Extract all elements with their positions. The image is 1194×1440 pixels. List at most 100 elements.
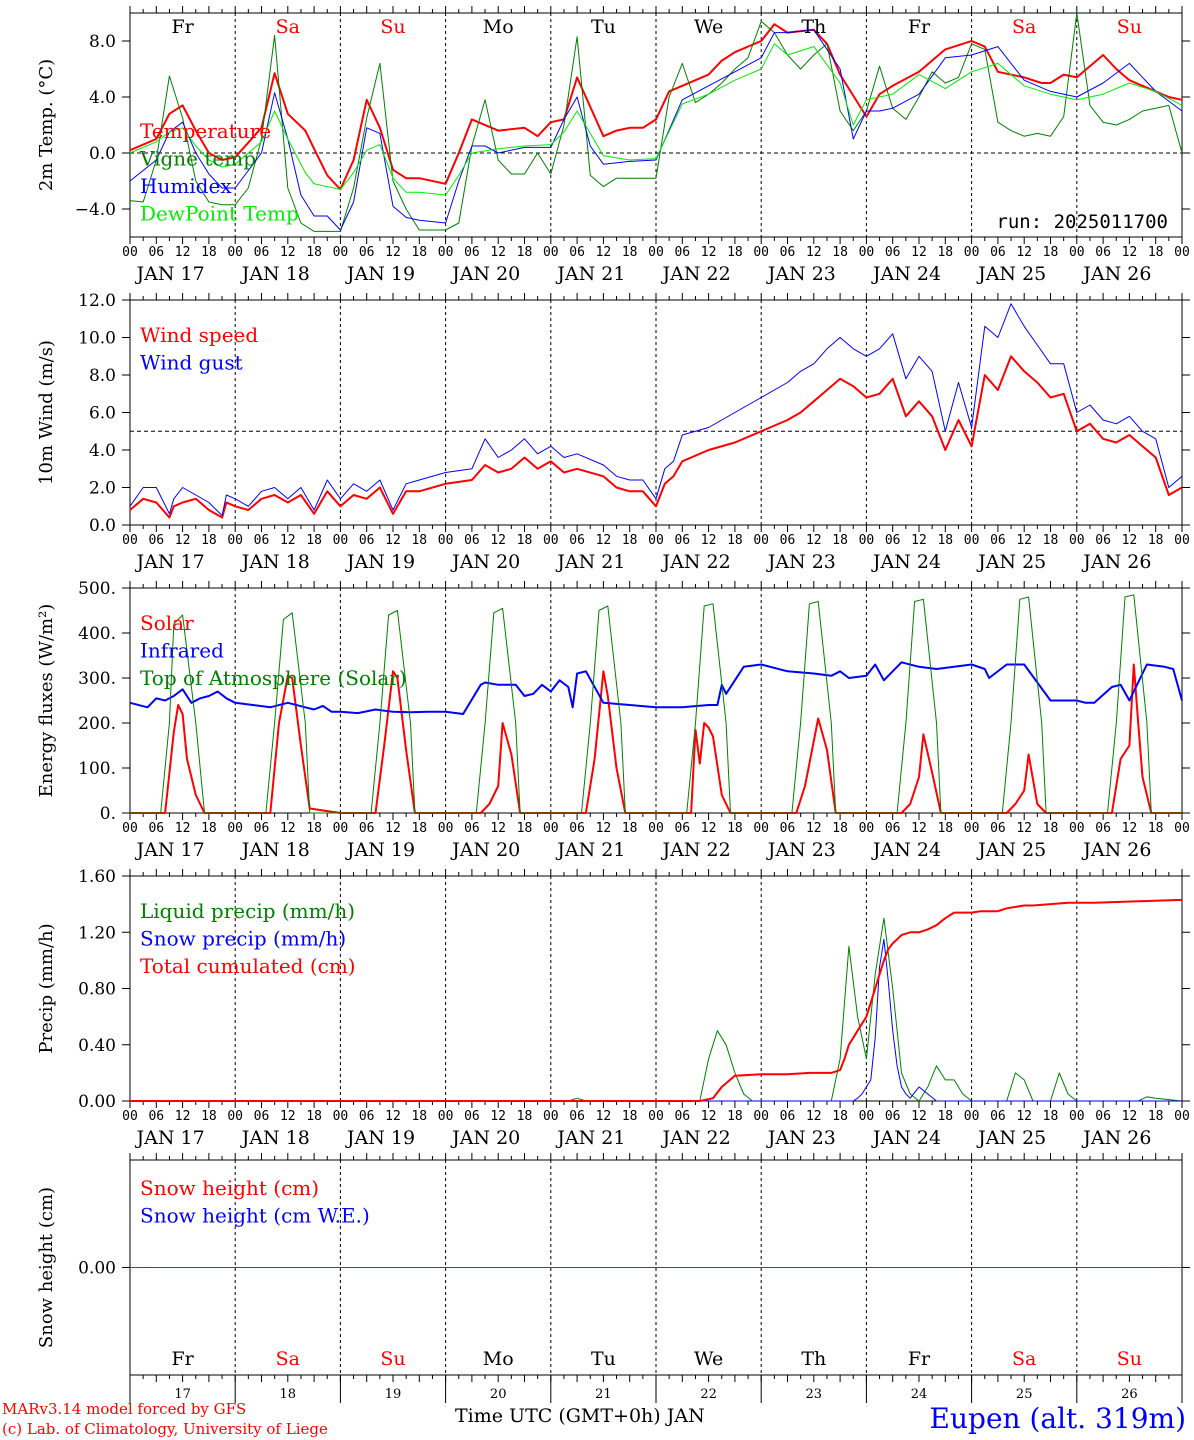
hour-tick-label: 12 <box>596 245 612 260</box>
series-line-temperature <box>129 23 1183 191</box>
y-tick-label: 0.40 <box>78 1036 116 1056</box>
hour-tick-label: 12 <box>1122 821 1138 836</box>
hour-tick-label: 00 <box>753 1109 769 1124</box>
hour-tick-label: 18 <box>306 245 322 260</box>
hour-tick-label: 18 <box>937 245 953 260</box>
hour-tick-label: 00 <box>964 1109 980 1124</box>
hour-tick-label: 06 <box>148 1109 164 1124</box>
y-tick-label: 10.0 <box>78 329 116 349</box>
date-label: JAN 22 <box>661 551 731 573</box>
date-label: JAN 17 <box>135 263 205 285</box>
hour-tick-label: 00 <box>438 821 454 836</box>
hour-tick-label: 00 <box>648 1109 664 1124</box>
hour-tick-label: 18 <box>727 821 743 836</box>
hour-tick-label: 00 <box>648 821 664 836</box>
hour-tick-label: 12 <box>175 533 191 548</box>
series-line-vigne-temp <box>129 12 1183 232</box>
panel-frame-1 <box>129 299 1183 526</box>
series-line-humidex <box>129 29 1183 231</box>
hour-tick-label: 12 <box>1122 533 1138 548</box>
date-label: JAN 22 <box>661 1127 731 1149</box>
hour-tick-label: 06 <box>1095 533 1111 548</box>
hour-tick-label: 06 <box>1095 1109 1111 1124</box>
date-label: JAN 26 <box>1081 551 1151 573</box>
hour-tick-label: 18 <box>201 245 217 260</box>
day-name: Sa <box>1012 16 1036 38</box>
hour-tick-label: 18 <box>201 1109 217 1124</box>
hour-tick-label: 12 <box>701 1109 717 1124</box>
hour-tick-label: 18 <box>411 1109 427 1124</box>
hour-tick-label: 06 <box>885 533 901 548</box>
date-label: JAN 17 <box>135 839 205 861</box>
hour-tick-label: 18 <box>727 533 743 548</box>
hour-tick-label: 18 <box>1043 821 1059 836</box>
hour-tick-label: 06 <box>780 245 796 260</box>
hour-tick-label: 00 <box>1069 1109 1085 1124</box>
hour-tick-label: 12 <box>1122 245 1138 260</box>
hour-tick-label: 00 <box>1069 245 1085 260</box>
hour-tick-label: 00 <box>543 821 559 836</box>
hour-tick-label: 18 <box>517 821 533 836</box>
y-tick-label: 2.0 <box>89 479 116 499</box>
y-tick-label: 12.0 <box>78 291 116 311</box>
hour-tick-label: 00 <box>753 821 769 836</box>
y-tick-label: 6.0 <box>89 404 116 424</box>
hour-tick-label: 18 <box>727 245 743 260</box>
y-tick-label: 0.00 <box>78 1259 116 1279</box>
day-number: 23 <box>806 1387 823 1402</box>
date-label: JAN 25 <box>976 551 1046 573</box>
date-label: JAN 17 <box>135 551 205 573</box>
day-number: 19 <box>385 1387 402 1402</box>
hour-tick-label: 12 <box>385 1109 401 1124</box>
date-label: JAN 25 <box>976 263 1046 285</box>
date-label: JAN 22 <box>661 263 731 285</box>
hour-tick-label: 18 <box>517 1109 533 1124</box>
hour-tick-label: 00 <box>1174 245 1190 260</box>
date-label: JAN 23 <box>766 1127 836 1149</box>
y-tick-label: 8.0 <box>89 32 116 52</box>
hour-tick-label: 12 <box>596 1109 612 1124</box>
hour-tick-label: 18 <box>832 245 848 260</box>
date-label: JAN 25 <box>976 1127 1046 1149</box>
hour-tick-label: 18 <box>1043 1109 1059 1124</box>
hour-tick-label: 00 <box>753 533 769 548</box>
day-name: Sa <box>276 16 300 38</box>
series-line-wind-gust <box>129 303 1183 517</box>
hour-tick-label: 00 <box>964 245 980 260</box>
hour-tick-label: 12 <box>596 533 612 548</box>
date-label: JAN 21 <box>555 551 625 573</box>
hour-tick-label: 06 <box>780 1109 796 1124</box>
hour-tick-label: 12 <box>911 821 927 836</box>
date-label: JAN 25 <box>976 839 1046 861</box>
hour-tick-label: 00 <box>438 533 454 548</box>
date-label: JAN 21 <box>555 263 625 285</box>
hour-tick-label: 00 <box>438 1109 454 1124</box>
hour-tick-label: 00 <box>1069 533 1085 548</box>
day-name: Fr <box>171 16 194 38</box>
hour-tick-label: 12 <box>701 821 717 836</box>
hour-tick-label: 00 <box>543 1109 559 1124</box>
series-line-total-cumulated-cm- <box>130 898 1183 1102</box>
hour-tick-label: 18 <box>1043 245 1059 260</box>
hour-tick-label: 18 <box>517 533 533 548</box>
hour-tick-label: 06 <box>464 245 480 260</box>
panel-frame-2 <box>129 587 1183 814</box>
y-tick-label: 1.20 <box>78 923 116 943</box>
run-label: run: 2025011700 <box>996 211 1168 233</box>
y-axis-title: Energy fluxes (W/m²) <box>36 604 57 798</box>
hour-tick-label: 18 <box>937 1109 953 1124</box>
date-label: JAN 21 <box>555 1127 625 1149</box>
hour-tick-label: 06 <box>780 533 796 548</box>
date-label: JAN 23 <box>766 551 836 573</box>
day-name: Sa <box>276 1348 300 1370</box>
hour-tick-label: 00 <box>227 245 243 260</box>
date-label: JAN 18 <box>240 1127 310 1149</box>
hour-tick-label: 00 <box>543 533 559 548</box>
legend-entry: Wind speed <box>140 323 258 347</box>
day-number: 24 <box>911 1387 928 1402</box>
date-label: JAN 21 <box>555 839 625 861</box>
hour-tick-label: 00 <box>122 245 138 260</box>
hour-tick-label: 12 <box>806 1109 822 1124</box>
date-label: JAN 26 <box>1081 1127 1151 1149</box>
y-tick-label: 0. <box>100 804 116 824</box>
